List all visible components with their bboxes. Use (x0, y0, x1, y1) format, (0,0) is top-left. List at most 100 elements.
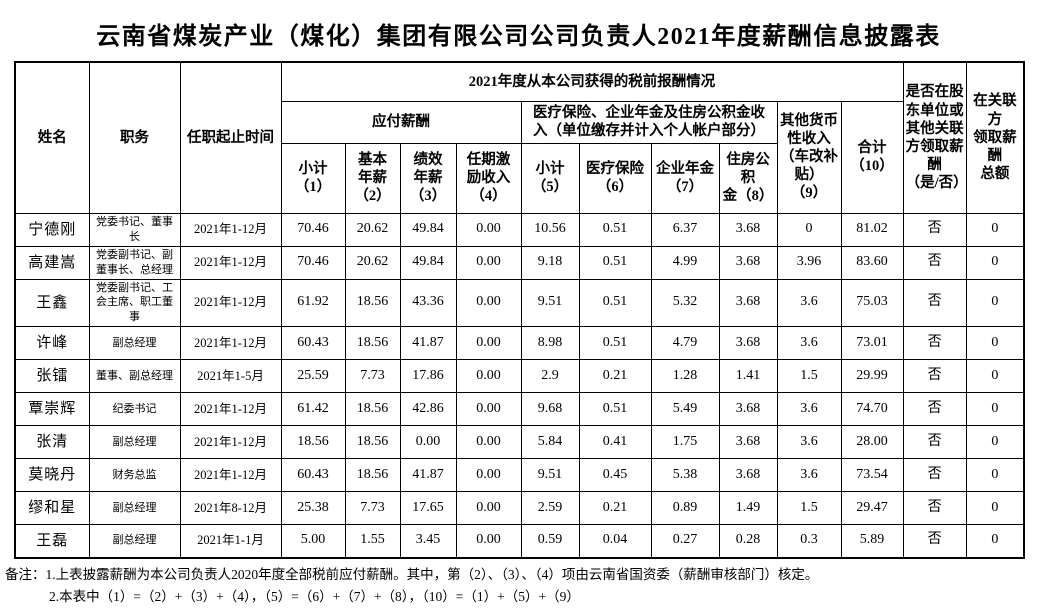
cell-medical-insurance-6: 0.04 (578, 524, 652, 559)
cell-subtotal-5: 0.59 (520, 524, 580, 559)
cell-name: 高建嵩 (14, 245, 90, 280)
cell-performance-salary-3: 49.84 (399, 245, 457, 280)
cell-base-salary-2: 18.56 (344, 326, 401, 361)
cell-term-incentive-4: 0.00 (455, 326, 522, 361)
cell-name: 许峰 (14, 326, 90, 361)
cell-base-salary-2: 1.55 (344, 524, 401, 559)
cell-total-10: 29.47 (840, 491, 904, 526)
cell-position: 党委副书记、工会主席、职工董事 (88, 278, 181, 328)
cell-term: 2021年1-12月 (179, 425, 282, 460)
cell-enterprise-annuity-7: 1.28 (650, 359, 720, 394)
cell-base-salary-2: 20.62 (344, 245, 401, 280)
cell-position: 副总经理 (88, 491, 181, 526)
cell-term: 2021年1-1月 (179, 524, 282, 559)
header-enterprise-annuity-7: 企业年金 （7） (650, 142, 720, 214)
header-base-salary-2: 基本 年薪 （2） (344, 142, 401, 214)
header-related-party-total: 在关联方 领取薪酬 总额 (965, 61, 1025, 214)
cell-other-cash-9: 3.6 (776, 326, 842, 361)
header-other-cash-9: 其他货币 性收入 （车改补 贴） （9） (776, 100, 842, 214)
cell-performance-salary-3: 17.65 (399, 491, 457, 526)
cell-name: 莫晓丹 (14, 458, 90, 493)
cell-enterprise-annuity-7: 5.49 (650, 392, 720, 427)
header-pretax-group: 2021年度从本公司获得的税前报酬情况 (280, 61, 904, 102)
header-subtotal-1: 小计 （1） (280, 142, 346, 214)
cell-name: 宁德刚 (14, 212, 90, 247)
cell-total-10: 83.60 (840, 245, 904, 280)
cell-paid-at-shareholder: 否 (902, 524, 967, 559)
cell-term: 2021年1-12月 (179, 458, 282, 493)
table-body: 宁德刚 党委书记、董事长 2021年1-12月 70.46 20.62 49.84 0.00… (14, 212, 1025, 559)
cell-subtotal-5: 9.18 (520, 245, 580, 280)
cell-other-cash-9: 0 (776, 212, 842, 247)
cell-term-incentive-4: 0.00 (455, 278, 522, 328)
table-row: 张镭 董事、副总经理 2021年1-5月 25.59 7.73 17.86 0.00 2.9 0… (14, 359, 1025, 394)
table-row: 覃崇辉 纪委书记 2021年1-12月 61.42 18.56 42.86 0.00 9.68… (14, 392, 1025, 427)
cell-related-party-total: 0 (965, 326, 1025, 361)
cell-term-incentive-4: 0.00 (455, 392, 522, 427)
cell-medical-insurance-6: 0.21 (578, 359, 652, 394)
header-row-1: 姓名 职务 任职起止时间 2021年度从本公司获得的税前报酬情况 是否在股 东单… (14, 61, 1025, 214)
header-performance-salary-3: 绩效 年薪 （3） (399, 142, 457, 214)
cell-performance-salary-3: 42.86 (399, 392, 457, 427)
cell-subtotal-5: 9.68 (520, 392, 580, 427)
salary-table: 姓名 职务 任职起止时间 2021年度从本公司获得的税前报酬情况 是否在股 东单… (14, 61, 1026, 559)
cell-base-salary-2: 18.56 (344, 278, 401, 328)
cell-related-party-total: 0 (965, 392, 1025, 427)
cell-performance-salary-3: 41.87 (399, 326, 457, 361)
cell-subtotal-5: 10.56 (520, 212, 580, 247)
cell-subtotal-5: 2.9 (520, 359, 580, 394)
cell-other-cash-9: 3.6 (776, 458, 842, 493)
note-line-1: 备注：1.上表披露薪酬为本公司负责人2020年度全部税前应付薪酬。其中，第（2）… (5, 566, 819, 582)
cell-housing-fund-8: 3.68 (718, 425, 778, 460)
cell-base-salary-2: 7.73 (344, 491, 401, 526)
cell-enterprise-annuity-7: 5.32 (650, 278, 720, 328)
cell-term-incentive-4: 0.00 (455, 425, 522, 460)
cell-enterprise-annuity-7: 6.37 (650, 212, 720, 247)
header-insurance-group: 医疗保险、企业年金及住房公积金收 入（单位缴存并计入个人帐户部分） (520, 100, 778, 144)
cell-other-cash-9: 3.6 (776, 392, 842, 427)
cell-paid-at-shareholder: 否 (902, 212, 967, 247)
cell-subtotal-1: 5.00 (280, 524, 346, 559)
cell-medical-insurance-6: 0.51 (578, 212, 652, 247)
header-subtotal-5: 小计 （5） (520, 142, 580, 214)
header-row-2: 应付薪酬 医疗保险、企业年金及住房公积金收 入（单位缴存并计入个人帐户部分） 其… (15, 100, 1024, 214)
cell-performance-salary-3: 0.00 (399, 425, 457, 460)
cell-term-incentive-4: 0.00 (455, 458, 522, 493)
cell-position: 董事、副总经理 (88, 359, 181, 394)
cell-subtotal-5: 9.51 (520, 458, 580, 493)
cell-performance-salary-3: 49.84 (399, 212, 457, 247)
cell-total-10: 81.02 (840, 212, 904, 247)
cell-term: 2021年8-12月 (179, 491, 282, 526)
notes: 备注：1.上表披露薪酬为本公司负责人2020年度全部税前应付薪酬。其中，第（2）… (5, 564, 1037, 610)
cell-subtotal-5: 9.51 (520, 278, 580, 328)
cell-base-salary-2: 7.73 (344, 359, 401, 394)
cell-performance-salary-3: 43.36 (399, 278, 457, 328)
cell-base-salary-2: 20.62 (344, 212, 401, 247)
cell-term: 2021年1-12月 (179, 278, 282, 328)
cell-performance-salary-3: 3.45 (399, 524, 457, 559)
cell-term: 2021年1-12月 (179, 212, 282, 247)
cell-related-party-total: 0 (965, 458, 1025, 493)
cell-housing-fund-8: 3.68 (718, 392, 778, 427)
cell-subtotal-1: 18.56 (280, 425, 346, 460)
cell-related-party-total: 0 (965, 359, 1025, 394)
cell-other-cash-9: 3.6 (776, 425, 842, 460)
note-line-2: 2.本表中（1）=（2）+（3）+（4），（5）=（6）+（7）+（8），（10… (49, 589, 580, 605)
page-title: 云南省煤炭产业（煤化）集团有限公司公司负责人2021年度薪酬信息披露表 (96, 24, 941, 50)
cell-position: 纪委书记 (88, 392, 181, 427)
cell-housing-fund-8: 1.41 (718, 359, 778, 394)
cell-position: 财务总监 (88, 458, 181, 493)
cell-subtotal-1: 70.46 (280, 245, 346, 280)
cell-total-10: 5.89 (840, 524, 904, 559)
cell-other-cash-9: 3.6 (776, 278, 842, 328)
cell-name: 王磊 (14, 524, 90, 559)
table-row: 莫晓丹 财务总监 2021年1-12月 60.43 18.56 41.87 0.00 9.51… (14, 458, 1025, 493)
cell-related-party-total: 0 (965, 212, 1025, 247)
cell-housing-fund-8: 1.49 (718, 491, 778, 526)
cell-medical-insurance-6: 0.51 (578, 245, 652, 280)
cell-enterprise-annuity-7: 1.75 (650, 425, 720, 460)
cell-housing-fund-8: 3.68 (718, 245, 778, 280)
cell-paid-at-shareholder: 否 (902, 245, 967, 280)
cell-paid-at-shareholder: 否 (902, 359, 967, 394)
cell-subtotal-1: 25.38 (280, 491, 346, 526)
